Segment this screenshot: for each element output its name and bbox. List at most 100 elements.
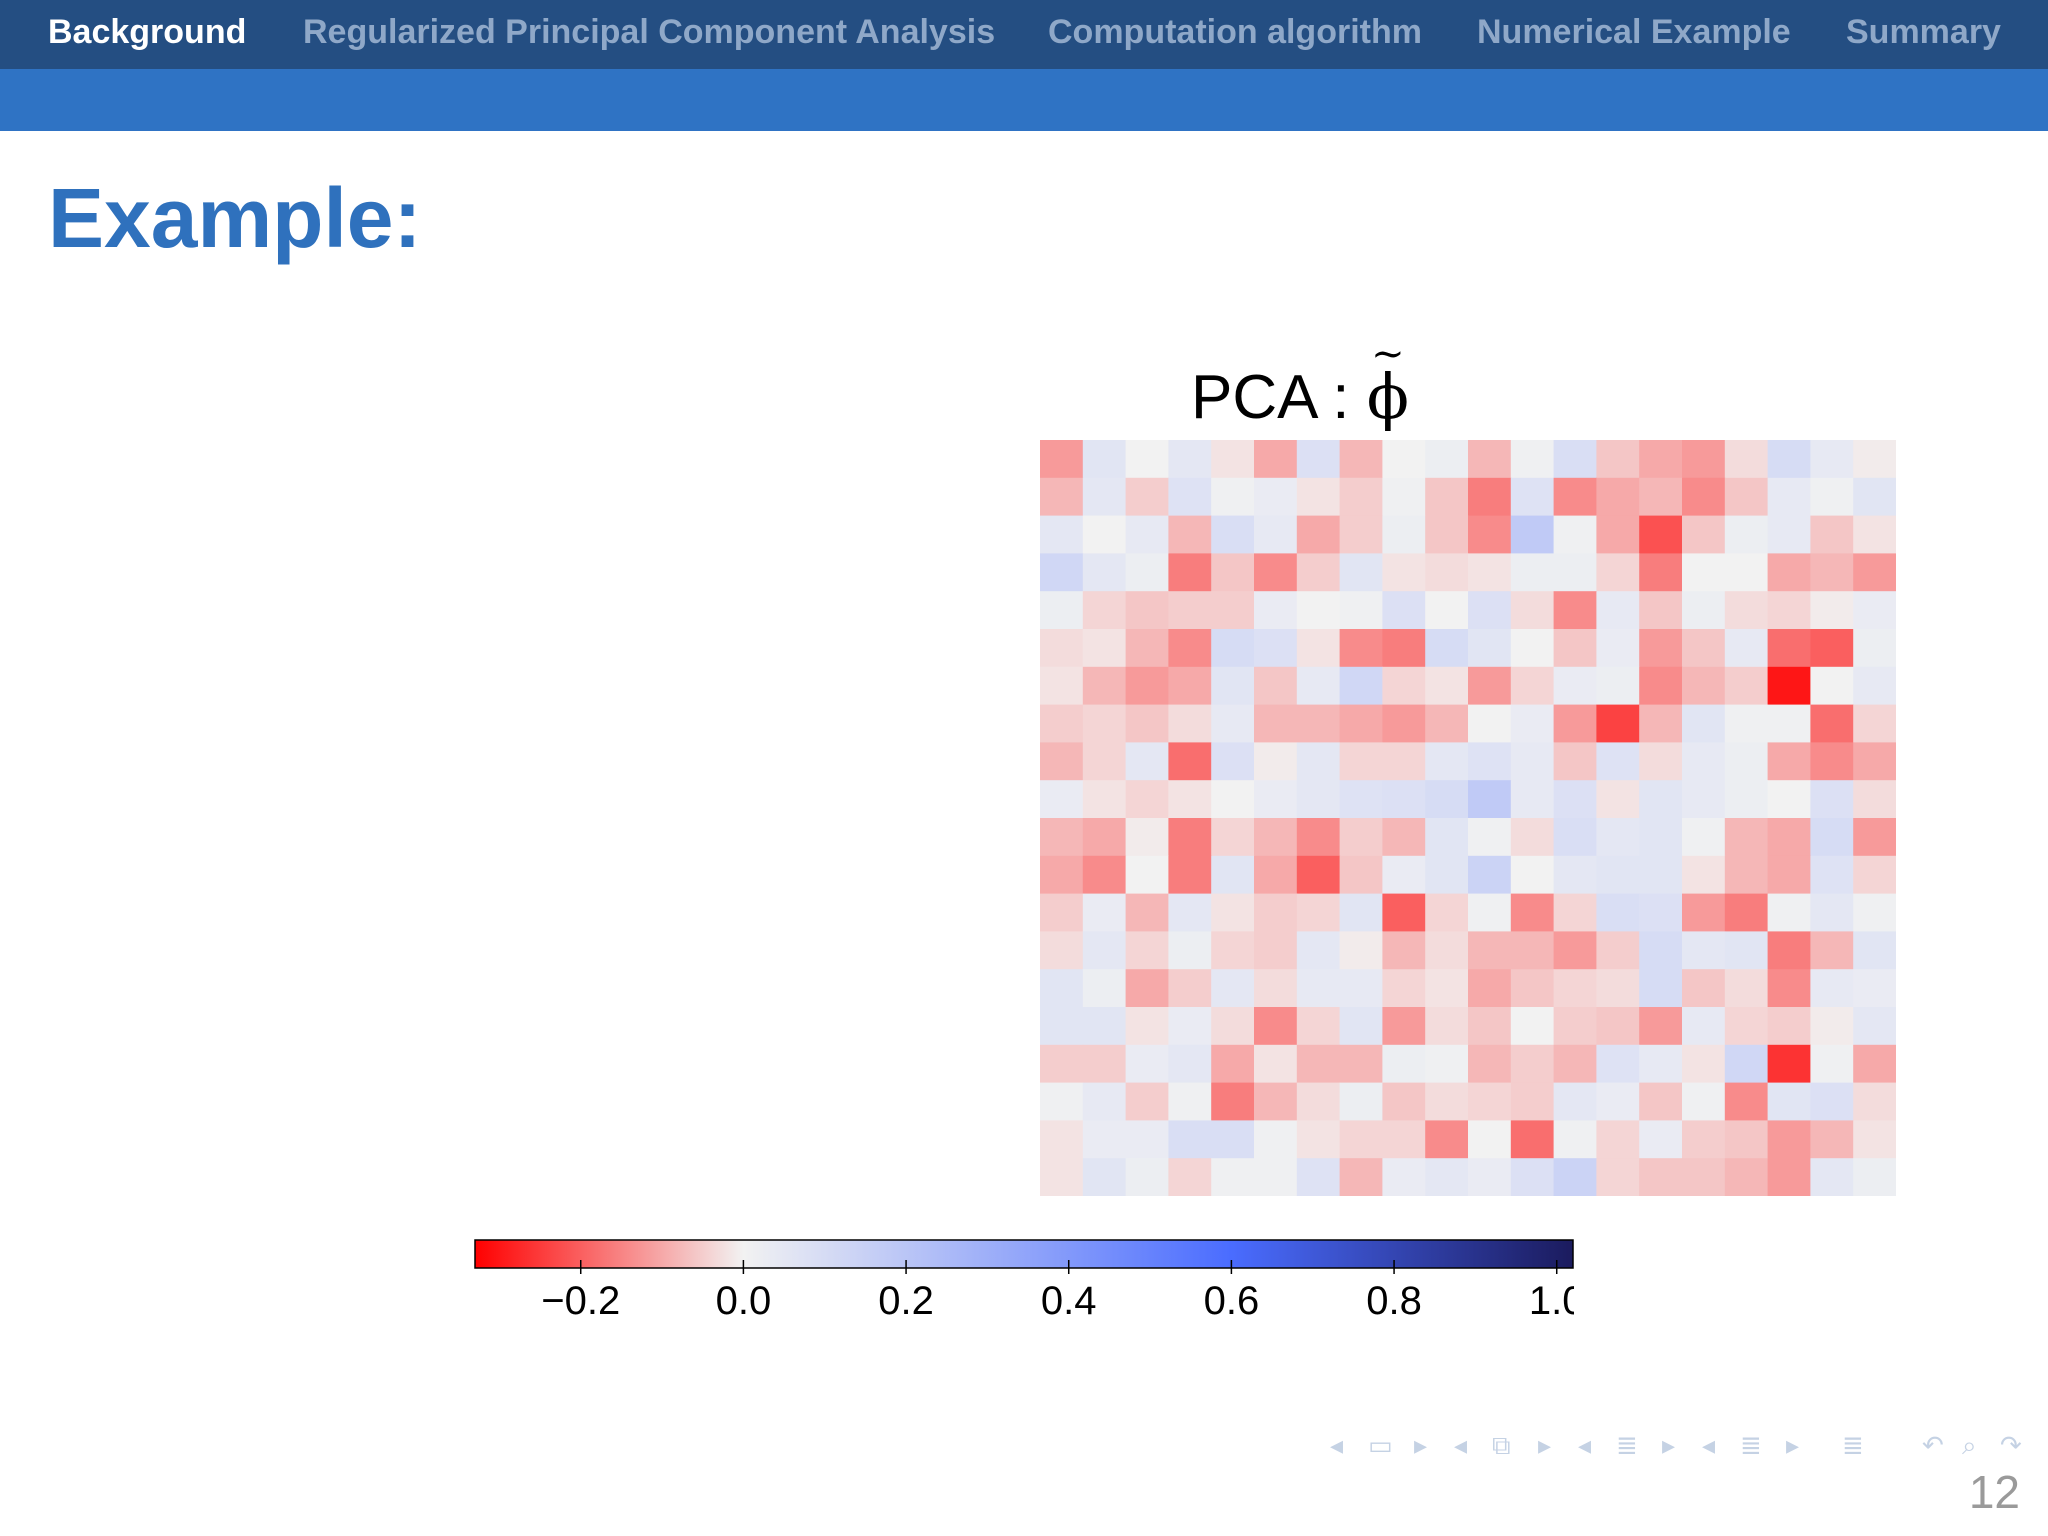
heatmap-cell xyxy=(1510,666,1555,706)
nav-section-summary[interactable]: Summary xyxy=(1846,13,2001,51)
heatmap-cell xyxy=(1425,742,1469,781)
heatmap-cell xyxy=(1040,742,1084,781)
heatmap-cell xyxy=(1211,931,1255,970)
heatmap-cell xyxy=(1339,440,1383,479)
heatmap-cell xyxy=(1810,1082,1854,1121)
nav-section-regularized-pca[interactable]: Regularized Principal Component Analysis xyxy=(303,13,996,51)
heatmap-cell xyxy=(1168,666,1212,706)
document-icon[interactable]: ≣ xyxy=(1740,1430,1762,1460)
heatmap-cell xyxy=(1553,931,1597,970)
heatmap-cell xyxy=(1211,704,1255,743)
next-subsection-icon[interactable]: ▸ xyxy=(1538,1430,1552,1460)
heatmap-cell xyxy=(1682,666,1726,706)
heatmap-cell xyxy=(1682,477,1726,517)
heatmap-cell xyxy=(1553,1158,1597,1196)
heatmap-cell xyxy=(1553,591,1597,630)
heatmap-cell xyxy=(1211,893,1255,932)
heatmap-cell xyxy=(1724,1007,1769,1046)
heatmap-cell xyxy=(1382,515,1426,554)
heatmap-cell xyxy=(1510,477,1555,517)
heatmap-cell xyxy=(1040,704,1084,743)
heatmap-cell xyxy=(1468,1158,1512,1196)
heatmap-cell xyxy=(1767,742,1811,781)
heatmap-cell xyxy=(1339,591,1383,630)
heatmap-cell xyxy=(1510,893,1555,932)
heatmap-cell xyxy=(1296,477,1341,517)
heatmap-cell xyxy=(1125,1007,1169,1046)
prev-subsection-icon[interactable]: ◂ xyxy=(1454,1430,1468,1460)
heatmap-cell xyxy=(1040,629,1084,668)
heatmap-cell xyxy=(1339,704,1383,743)
heatmap-cell xyxy=(1682,742,1726,781)
heatmap-cell xyxy=(1382,1120,1426,1159)
heatmap-cell xyxy=(1810,818,1854,857)
heatmap-cell xyxy=(1682,780,1726,819)
colorbar-gradient xyxy=(474,1239,1574,1269)
forward-icon[interactable]: ↷ xyxy=(2000,1430,2022,1460)
prev-frame-icon[interactable]: ◂ xyxy=(1330,1430,1344,1460)
heatmap-cell xyxy=(1724,1044,1769,1084)
heatmap-cell xyxy=(1168,1082,1212,1121)
heatmap-cell xyxy=(1082,855,1127,895)
heatmap-cell xyxy=(1596,931,1640,970)
beamer-navigation-symbols: ◂ ▭ ▸ ◂ ⧉ ▸ ◂ ≣ ▸ ◂ ≣ ▸ ≣ ↶ ⌕ ↷ xyxy=(1330,1428,2040,1462)
next-frame-icon[interactable]: ▸ xyxy=(1414,1430,1428,1460)
next-section-icon[interactable]: ▸ xyxy=(1662,1430,1676,1460)
heatmap-cell xyxy=(1382,440,1426,479)
heatmap-cell xyxy=(1510,742,1555,781)
heatmap-cell xyxy=(1254,893,1298,932)
heatmap-cell xyxy=(1040,1082,1084,1121)
heatmap-cell xyxy=(1639,931,1683,970)
search-icon[interactable]: ⌕ xyxy=(1962,1430,1977,1460)
heatmap-cell xyxy=(1168,515,1212,554)
heatmap-cell xyxy=(1724,969,1769,1008)
heatmap-cell xyxy=(1596,893,1640,932)
colorbar-tick-label: 0.6 xyxy=(1204,1279,1260,1323)
heatmap-cell xyxy=(1853,440,1896,479)
heatmap-cell xyxy=(1810,780,1854,819)
heatmap-cell xyxy=(1082,969,1127,1008)
heatmap-cell xyxy=(1425,666,1469,706)
nav-section-computation-algorithm[interactable]: Computation algorithm xyxy=(1048,13,1422,51)
nav-section-background[interactable]: Background xyxy=(48,13,247,51)
heatmap-cell xyxy=(1040,440,1084,479)
heatmap-cell xyxy=(1553,742,1597,781)
heatmap-cell xyxy=(1211,1120,1255,1159)
next-document-icon[interactable]: ▸ xyxy=(1786,1430,1800,1460)
heatmap-cell xyxy=(1596,818,1640,857)
heatmap-cell xyxy=(1724,515,1769,554)
heatmap-cell xyxy=(1596,1044,1640,1084)
heatmap-cell xyxy=(1639,893,1683,932)
heatmap-cell xyxy=(1425,855,1469,895)
heatmap-cell xyxy=(1596,969,1640,1008)
heatmap-cell xyxy=(1682,515,1726,554)
heatmap-cell xyxy=(1682,704,1726,743)
frame-icon[interactable]: ▭ xyxy=(1368,1430,1393,1460)
toc-icon[interactable]: ≣ xyxy=(1842,1430,1864,1460)
section-icon[interactable]: ≣ xyxy=(1616,1430,1638,1460)
subsection-icon[interactable]: ⧉ xyxy=(1492,1430,1511,1460)
heatmap-cell xyxy=(1724,818,1769,857)
nav-section-numerical-example[interactable]: Numerical Example xyxy=(1477,13,1791,51)
prev-document-icon[interactable]: ◂ xyxy=(1702,1430,1716,1460)
heatmap-cell xyxy=(1211,477,1255,517)
heatmap-cell xyxy=(1639,780,1683,819)
heatmap-cell xyxy=(1810,477,1854,517)
back-icon[interactable]: ↶ xyxy=(1922,1430,1944,1460)
heatmap-cell xyxy=(1639,1044,1683,1084)
heatmap-cell xyxy=(1168,1007,1212,1046)
heatmap-cell xyxy=(1510,515,1555,554)
colorbar-tick-label: 0.4 xyxy=(1041,1279,1097,1323)
heatmap-cell xyxy=(1254,1007,1298,1046)
heatmap-cell xyxy=(1382,666,1426,706)
heatmap-cell xyxy=(1596,440,1640,479)
heatmap-cell xyxy=(1382,1044,1426,1084)
heatmap-cell xyxy=(1339,1082,1383,1121)
heatmap-cell xyxy=(1254,780,1298,819)
heatmap-cell xyxy=(1767,931,1811,970)
heatmap-cell xyxy=(1254,704,1298,743)
heatmap-cell xyxy=(1168,704,1212,743)
heatmap-cell xyxy=(1468,969,1512,1008)
heatmap-cell xyxy=(1339,893,1383,932)
prev-section-icon[interactable]: ◂ xyxy=(1578,1430,1592,1460)
